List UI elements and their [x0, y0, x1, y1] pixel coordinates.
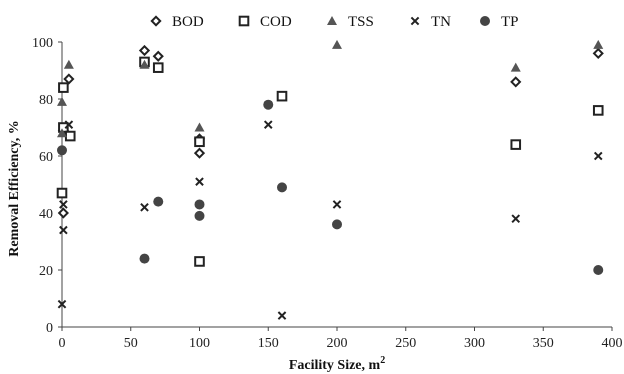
x-tick-label: 400	[602, 336, 623, 351]
bod-point	[57, 207, 69, 219]
bod-point	[193, 147, 206, 159]
y-tick-label: 60	[39, 150, 53, 165]
tn-point	[140, 202, 149, 212]
legend-marker-tn	[410, 16, 420, 26]
cod-point	[152, 62, 164, 73]
tn-point	[64, 120, 74, 129]
cod-point	[194, 256, 205, 267]
x-tick-label: 0	[59, 336, 66, 351]
cod-point	[592, 105, 604, 116]
y-axis-ticks: 0 20 40 60 80 100	[32, 36, 62, 336]
y-tick-label: 0	[46, 321, 53, 336]
tp-point	[263, 99, 274, 110]
y-tick-label: 20	[39, 264, 53, 279]
x-axis-title-superscript: 2	[380, 355, 385, 366]
x-axis-title: Facility Size, m2	[289, 355, 385, 373]
bod-point	[138, 44, 151, 57]
cod-point	[510, 139, 522, 150]
tss-point	[63, 59, 74, 69]
cod-point	[56, 187, 68, 199]
x-tick-label: 350	[533, 336, 554, 351]
legend-label: BOD	[172, 14, 204, 30]
series-bod	[57, 44, 604, 219]
tss-point	[139, 59, 150, 69]
x-tick-label: 250	[395, 336, 416, 351]
legend-marker-cod	[238, 15, 250, 27]
y-tick-label: 80	[39, 93, 53, 108]
y-axis-title: Removal Efficiency, %	[7, 120, 22, 256]
tn-point	[277, 311, 287, 320]
tp-point	[593, 265, 604, 275]
y-tick-label: 40	[39, 207, 53, 222]
x-tick-label: 200	[327, 336, 348, 351]
tp-point	[194, 199, 205, 210]
x-tick-label: 100	[189, 336, 210, 351]
tn-point	[511, 214, 521, 224]
legend-item-cod: COD	[238, 14, 292, 30]
data-points	[56, 39, 604, 320]
x-tick-label: 150	[258, 336, 279, 351]
tp-point	[194, 210, 205, 221]
cod-point	[194, 136, 205, 148]
tp-point	[57, 145, 67, 156]
tn-point	[263, 120, 273, 129]
tp-point	[139, 253, 150, 264]
x-axis-ticks: 0 50 100 150 200 250 300 350 400	[59, 327, 623, 351]
legend-label: COD	[260, 14, 292, 30]
legend: BOD COD TSS TN TP	[150, 14, 519, 30]
tn-point	[59, 225, 68, 235]
legend-item-bod: BOD	[150, 14, 204, 30]
cod-point	[276, 90, 288, 102]
legend-marker-bod	[150, 15, 162, 27]
series-tn	[57, 120, 603, 320]
legend-item-tss: TSS	[327, 14, 374, 30]
legend-item-tp: TP	[480, 14, 519, 30]
tn-point	[57, 299, 67, 309]
tss-point	[510, 62, 521, 72]
series-tss	[57, 39, 604, 138]
legend-label: TN	[431, 14, 451, 30]
legend-label: TP	[501, 14, 519, 30]
bod-point	[152, 50, 164, 62]
bod-point	[63, 73, 75, 85]
tn-point	[59, 200, 68, 209]
x-tick-label: 300	[464, 336, 485, 351]
tss-point	[194, 122, 205, 132]
x-axis-title-text: Facility Size, m	[289, 358, 381, 373]
legend-label: TSS	[348, 14, 374, 30]
tn-point	[195, 177, 204, 186]
tp-point	[153, 196, 164, 207]
bod-point	[592, 47, 604, 60]
tp-point	[277, 182, 287, 193]
tss-point	[57, 128, 67, 138]
y-tick-label: 100	[32, 36, 53, 51]
legend-marker-tss	[327, 16, 337, 25]
tss-point	[593, 39, 604, 49]
series-tp	[57, 99, 604, 275]
tn-point	[332, 200, 342, 209]
cod-point	[58, 82, 69, 93]
legend-marker-tp	[480, 16, 490, 26]
tn-point	[593, 151, 603, 161]
tss-point	[57, 96, 67, 106]
x-tick-label: 50	[124, 336, 138, 351]
tss-point	[332, 39, 342, 49]
legend-item-tn: TN	[410, 14, 451, 30]
cod-point	[64, 130, 76, 142]
plot-area: 0 20 40 60 80 100 0 50 100 150 200 250 300 350 400	[32, 36, 623, 351]
bod-point	[510, 76, 522, 88]
series-cod	[56, 56, 604, 267]
tp-point	[332, 219, 342, 230]
